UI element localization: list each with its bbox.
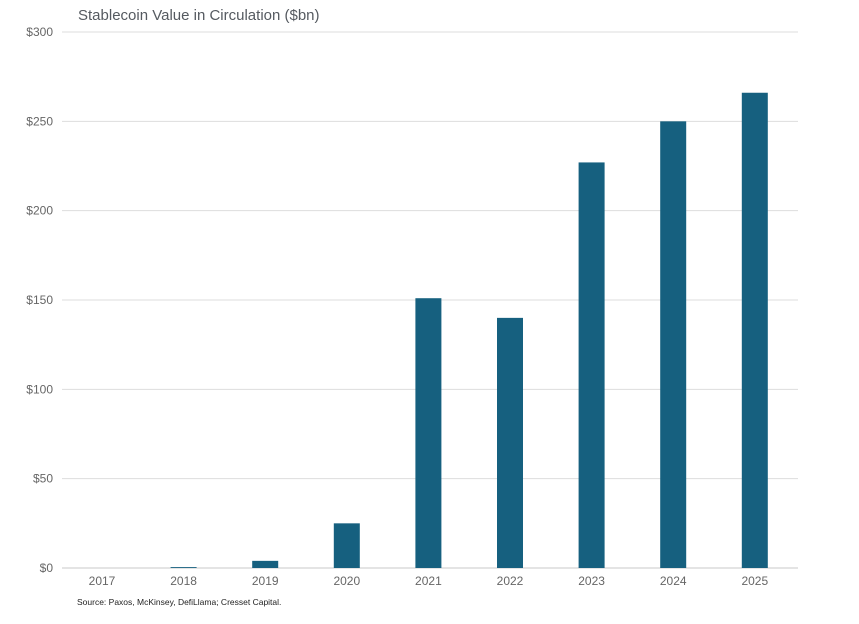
bar-2023 (578, 162, 605, 568)
x-axis-tick-labels: 2017 2018 2019 2020 2021 2022 2023 2024 2025 (89, 574, 769, 588)
x-tick-label: 2024 (660, 574, 687, 588)
source-note: Source: Paxos, McKinsey, DefiLlama; Cres… (77, 597, 282, 607)
x-tick-label: 2020 (333, 574, 360, 588)
y-tick-label: $0 (40, 561, 54, 575)
bars (170, 92, 768, 568)
bar-2022 (497, 317, 523, 568)
bar-2021 (415, 298, 442, 568)
bar-2019 (252, 560, 279, 568)
x-tick-label: 2018 (170, 574, 197, 588)
y-tick-label: $100 (26, 382, 53, 396)
y-tick-label: $50 (33, 472, 53, 486)
x-tick-label: 2019 (252, 574, 279, 588)
bar-2020 (333, 523, 360, 568)
y-axis-tick-labels: $0 $50 $100 $150 $200 $250 $300 (26, 25, 53, 575)
x-tick-label: 2025 (741, 574, 768, 588)
x-tick-label: 2023 (578, 574, 605, 588)
y-tick-label: $150 (26, 293, 53, 307)
bar-2018 (170, 567, 197, 568)
bar-2025 (741, 92, 768, 568)
y-tick-label: $200 (26, 204, 53, 218)
x-tick-label: 2017 (89, 574, 116, 588)
y-tick-label: $300 (26, 25, 53, 39)
chart-title: Stablecoin Value in Circulation ($bn) (78, 7, 320, 24)
bar-2024 (660, 121, 687, 568)
y-tick-label: $250 (26, 114, 53, 128)
x-tick-label: 2021 (415, 574, 442, 588)
x-tick-label: 2022 (497, 574, 524, 588)
